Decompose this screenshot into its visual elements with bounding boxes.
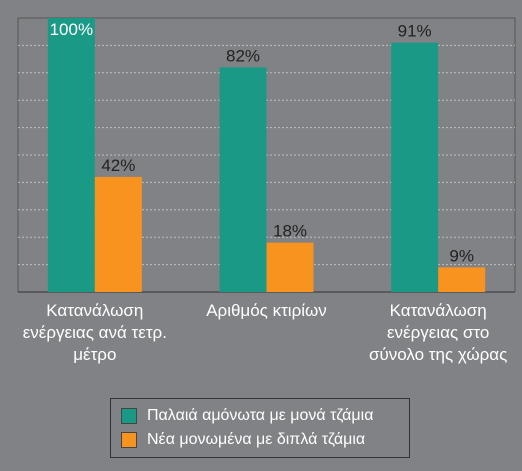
value-label: 100% — [50, 20, 93, 39]
value-label: 42% — [101, 156, 135, 175]
legend-item: Νέα μονωμένα με διπλά τζάμια — [121, 428, 399, 452]
bar — [391, 42, 439, 292]
legend: Παλαιά αμόνωτα με μονά τζάμια Νέα μονωμέν… — [110, 398, 410, 458]
bar — [438, 267, 486, 292]
bar — [219, 67, 267, 292]
value-label: 9% — [449, 246, 474, 265]
x-tick-label: Κατανάλωση ενέργειας ανά τετρ. μέτρο — [22, 301, 167, 364]
bar — [94, 176, 142, 292]
legend-swatch — [121, 408, 137, 424]
x-tick-label: Αριθμός κτιρίων — [206, 301, 327, 320]
legend-label: Νέα μονωμένα με διπλά τζάμια — [147, 431, 366, 448]
bar — [266, 242, 314, 292]
legend-item: Παλαιά αμόνωτα με μονά τζάμια — [121, 404, 399, 428]
value-label: 91% — [398, 22, 432, 41]
x-tick-label: Κατανάλωση ενέργειας στο σύνολο της χώρα… — [368, 301, 508, 364]
legend-label: Παλαιά αμόνωτα με μονά τζάμια — [147, 407, 374, 424]
value-label: 82% — [226, 46, 260, 65]
legend-swatch — [121, 432, 137, 448]
value-label: 18% — [273, 222, 307, 241]
bar — [47, 18, 95, 292]
